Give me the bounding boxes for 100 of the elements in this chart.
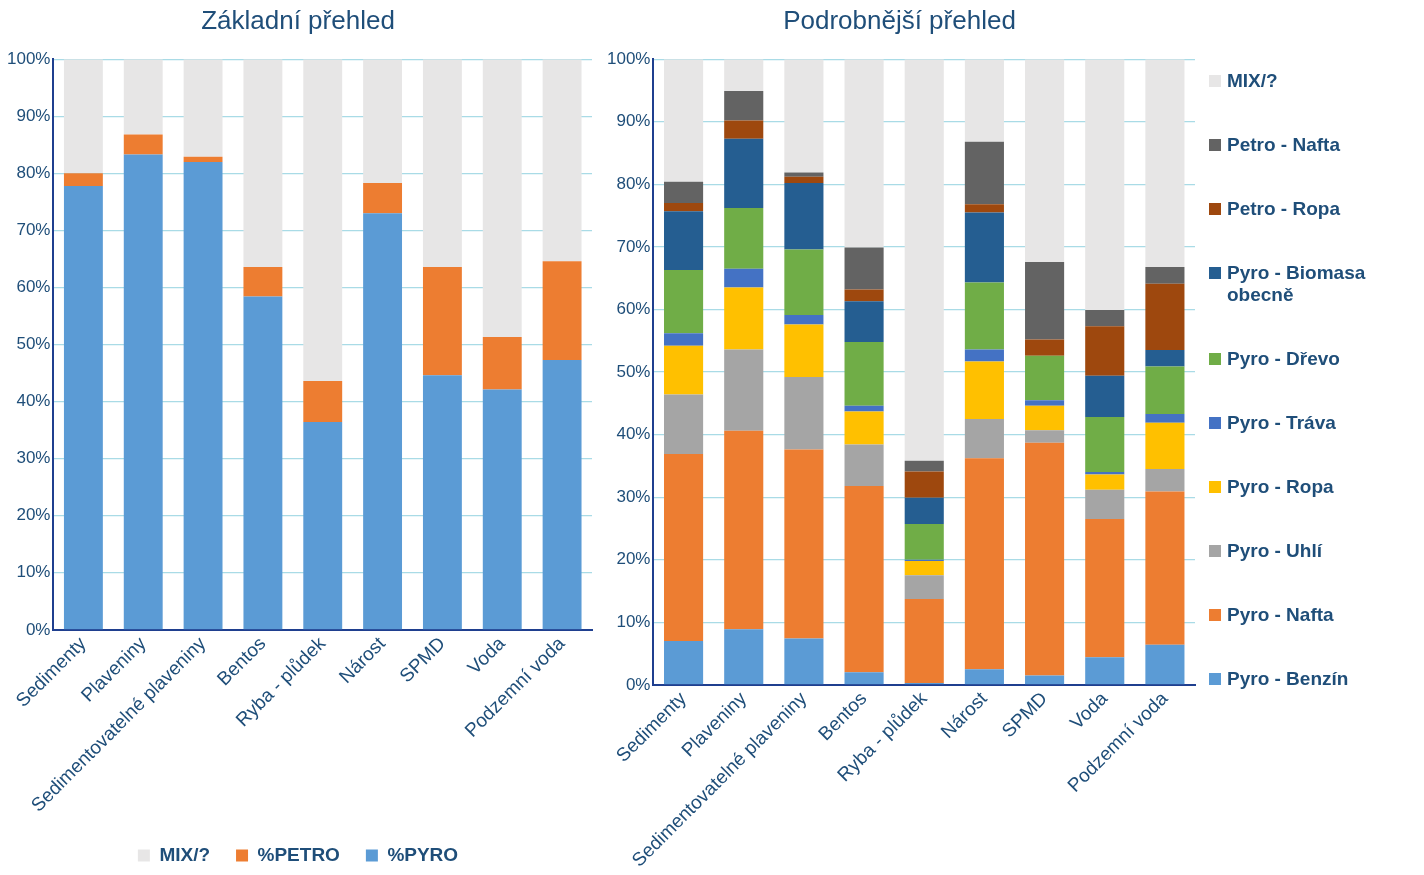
bar — [243, 59, 283, 267]
bar — [844, 341, 884, 406]
bar — [664, 211, 704, 271]
bar — [1145, 266, 1185, 284]
bar — [542, 261, 582, 360]
bar — [63, 173, 103, 186]
bar — [844, 289, 884, 302]
bar — [482, 389, 522, 630]
bar — [422, 59, 462, 267]
bar — [724, 349, 764, 431]
bar — [964, 458, 1004, 670]
y-tick-label: 10% — [16, 562, 51, 582]
bar — [724, 91, 764, 121]
bar — [63, 59, 103, 174]
y-tick-label: 30% — [16, 448, 51, 468]
bar — [422, 266, 462, 376]
y-tick-label: 20% — [16, 505, 51, 525]
bar — [784, 183, 824, 250]
bar — [482, 59, 522, 338]
legend-label: Petro - Nafta — [1227, 134, 1340, 156]
bar — [904, 599, 944, 683]
bar — [1145, 644, 1185, 685]
bar — [964, 669, 1004, 685]
y-tick-label: 60% — [16, 277, 51, 297]
bar — [1025, 675, 1065, 685]
bar — [724, 120, 764, 139]
bar — [964, 361, 1004, 419]
bar — [664, 270, 704, 334]
bar — [784, 172, 824, 177]
bar — [303, 422, 343, 630]
bar — [1145, 59, 1185, 267]
bar — [1085, 59, 1125, 311]
bar — [664, 333, 704, 346]
bar — [964, 418, 1004, 459]
bar — [724, 287, 764, 350]
bar — [1085, 417, 1125, 473]
bar — [964, 141, 1004, 205]
bar — [904, 524, 944, 560]
bar — [363, 183, 403, 214]
bar — [243, 296, 283, 630]
y-tick-label: 10% — [616, 611, 651, 631]
bar — [964, 282, 1004, 350]
y-tick-label: 70% — [616, 236, 651, 256]
bar — [844, 247, 884, 290]
bar — [784, 638, 824, 685]
y-tick-label: 100% — [607, 48, 651, 68]
y-tick-label: 50% — [16, 334, 51, 354]
bar — [724, 208, 764, 269]
bar — [363, 213, 403, 630]
bar — [664, 394, 704, 454]
bar — [123, 59, 163, 135]
bar — [964, 59, 1004, 142]
legend-label: MIX/? — [159, 843, 211, 865]
bar — [724, 268, 764, 288]
bar — [904, 471, 944, 498]
y-tick-label: 40% — [616, 424, 651, 444]
bar — [784, 377, 824, 450]
bar — [1145, 366, 1185, 414]
bar — [123, 154, 163, 630]
bar — [964, 212, 1004, 283]
bar — [303, 381, 343, 423]
bar — [844, 301, 884, 342]
legend-label: Pyro - Uhlí — [1227, 540, 1323, 562]
bar — [1085, 375, 1125, 418]
bar — [844, 444, 884, 486]
y-tick-label: 90% — [616, 111, 651, 131]
legend-label: Pyro - Benzín — [1227, 668, 1349, 690]
bar — [664, 203, 704, 212]
bar — [183, 59, 223, 157]
y-tick-label: 80% — [616, 174, 651, 194]
bar — [784, 315, 824, 325]
bar — [1085, 326, 1125, 376]
legend-label: Pyro - Nafta — [1227, 604, 1334, 626]
y-tick-label: 70% — [16, 220, 51, 240]
bar — [243, 266, 283, 297]
legend-label: MIX/? — [1227, 70, 1278, 92]
bar — [964, 204, 1004, 213]
bar — [542, 59, 582, 262]
y-tick-label: 40% — [16, 391, 51, 411]
bar — [784, 59, 824, 173]
bar — [904, 59, 944, 461]
bar — [482, 337, 522, 390]
bar — [1025, 400, 1065, 406]
bar — [964, 349, 1004, 362]
bar — [844, 672, 884, 685]
bar — [1025, 261, 1065, 340]
y-tick-label: 100% — [7, 48, 51, 68]
bar — [904, 560, 944, 576]
bar — [1085, 310, 1125, 327]
legend-label: Pyro - Dřevo — [1227, 348, 1340, 370]
bar — [183, 161, 223, 630]
y-tick-label: 30% — [616, 486, 651, 506]
bar — [1085, 474, 1125, 490]
bar — [1145, 491, 1185, 645]
bar — [1025, 59, 1065, 262]
bar — [183, 156, 223, 162]
bar — [1145, 413, 1185, 423]
bar — [1085, 519, 1125, 658]
y-tick-label: 90% — [16, 105, 51, 125]
chart-title: Podrobnější přehled — [783, 4, 1016, 35]
